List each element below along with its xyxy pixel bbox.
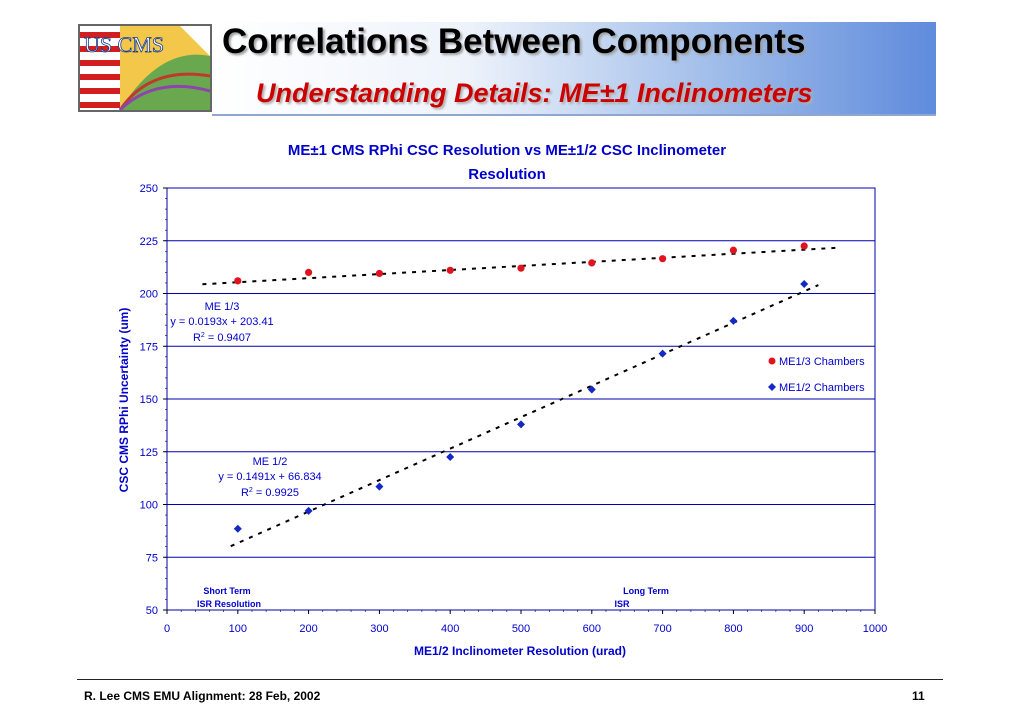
page-subtitle: Understanding Details: ME±1 Inclinometer…: [256, 78, 813, 108]
y-tick-label-150: 150: [140, 394, 158, 406]
point-me13-400: [446, 266, 454, 274]
x-tick-label-900: 900: [795, 623, 813, 635]
point-me13-200: [305, 268, 313, 276]
point-me13-900: [800, 242, 808, 250]
x-tick-label-200: 200: [299, 623, 317, 635]
point-me12-600: [587, 385, 596, 394]
isr-labels: Short Term ISR Resolution Long Term ISR: [197, 586, 669, 609]
point-me12-400: [446, 453, 455, 462]
page-number: 11: [912, 689, 925, 703]
point-me13-600: [588, 259, 596, 267]
long-term-label-2: ISR: [614, 599, 630, 609]
footer-author: R. Lee CMS EMU Alignment: 28 Feb, 2002: [84, 689, 321, 703]
y-tick-label-100: 100: [140, 500, 158, 512]
point-me13-800: [729, 246, 738, 254]
y-tick-label-250: 250: [140, 183, 158, 195]
x-tick-label-0: 0: [164, 623, 170, 635]
trendlines: [202, 246, 840, 548]
chart-title-line2: Resolution: [468, 166, 546, 183]
x-tick-label-300: 300: [370, 623, 388, 635]
point-me13-500: [517, 264, 525, 272]
x-tick-label-100: 100: [229, 623, 247, 635]
me12-annotation: ME 1/2 y = 0.1491x + 66.834 R2 = 0.9925: [218, 456, 321, 499]
point-me12-900: [800, 280, 809, 289]
point-me13-300: [375, 269, 383, 278]
me12-annotation-equation: y = 0.1491x + 66.834: [218, 471, 321, 483]
point-me12-100: [233, 524, 242, 533]
x-tick-label-800: 800: [724, 623, 742, 635]
x-tick-label-1000: 1000: [863, 623, 887, 635]
short-term-label-2: ISR Resolution: [197, 599, 261, 609]
x-axis-label: ME1/2 Inclinometer Resolution (urad): [414, 644, 626, 658]
x-tick-label-600: 600: [583, 623, 601, 635]
short-term-label: Short Term: [203, 586, 250, 596]
point-me12-300: [375, 482, 384, 491]
legend-marker-me13: [768, 357, 776, 365]
y-tick-label-75: 75: [146, 552, 158, 564]
logo-text: US CMS: [84, 32, 164, 57]
header-banner: [212, 22, 936, 116]
grid-lines: [167, 240, 875, 558]
x-tick-label-700: 700: [653, 623, 671, 635]
y-axis-label: CSC CMS RPhi Uncertainty (um): [117, 308, 131, 493]
point-me12-700: [658, 349, 667, 358]
me12-annotation-name: ME 1/2: [253, 456, 288, 468]
page-title: Correlations Between Components: [222, 22, 806, 61]
legend: ME1/3 Chambers ME1/2 Chambers: [768, 356, 865, 394]
me13-annotation-r2: R2 = 0.9407: [193, 332, 251, 344]
y-tick-label-200: 200: [140, 289, 158, 301]
x-tick-label-400: 400: [441, 623, 459, 635]
y-tick-label-175: 175: [140, 341, 158, 353]
me12-annotation-r2: R2 = 0.9925: [241, 487, 299, 499]
data-points: [233, 242, 809, 533]
legend-label-me12: ME1/2 Chambers: [779, 382, 865, 394]
me13-annotation-equation: y = 0.0193x + 203.41: [170, 316, 273, 328]
point-me13-700: [659, 255, 667, 263]
us-cms-logo: US CMS: [78, 24, 212, 112]
x-tick-label-500: 500: [512, 623, 530, 635]
y-tick-label-225: 225: [140, 236, 158, 248]
point-me12-800: [729, 316, 738, 325]
y-tick-label-50: 50: [146, 605, 158, 617]
me13-annotation-name: ME 1/3: [205, 301, 240, 313]
point-me12-500: [517, 420, 525, 429]
y-tick-label-125: 125: [140, 447, 158, 459]
legend-label-me13: ME1/3 Chambers: [779, 356, 865, 368]
trendline-series-1: [230, 284, 819, 548]
point-me13-100: [234, 277, 242, 285]
chart-title-line1: ME±1 CMS RPhi CSC Resolution vs ME±1/2 C…: [288, 142, 726, 159]
tick-labels: 50 75 100 125 150 175 200 225 250 0 100 200 300 400 50…: [140, 183, 888, 635]
footer-divider: [77, 679, 943, 680]
legend-marker-me12: [768, 383, 776, 391]
me13-annotation: ME 1/3 y = 0.0193x + 203.41 R2 = 0.9407: [170, 301, 273, 344]
axes: [163, 187, 876, 614]
point-me12-200: [304, 506, 313, 515]
long-term-label: Long Term: [623, 586, 669, 596]
